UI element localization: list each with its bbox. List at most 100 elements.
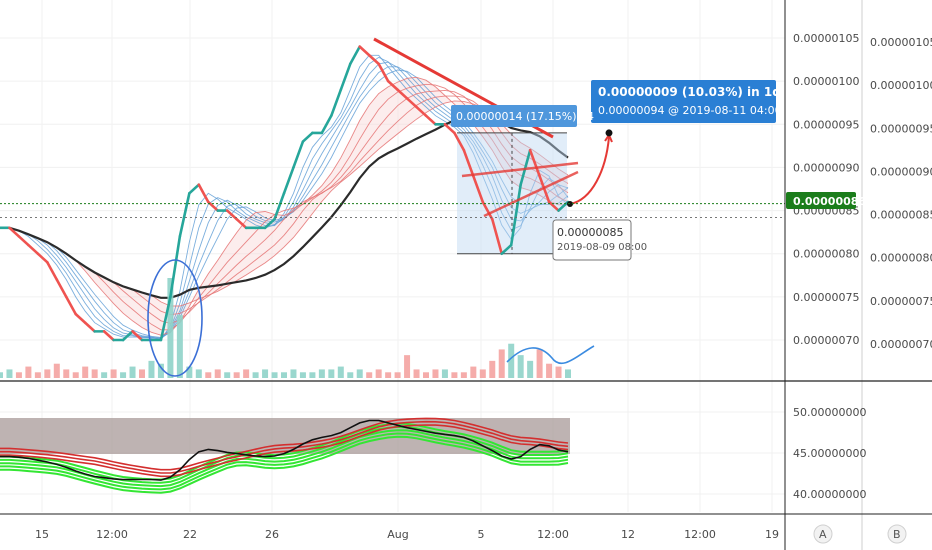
price-segment xyxy=(292,140,305,169)
tooltip-date: 2019-08-09 08:00 xyxy=(557,242,647,253)
volume-bar xyxy=(91,369,98,378)
price-segment xyxy=(74,312,87,325)
time-tick-label: Aug xyxy=(387,528,408,541)
price-segment xyxy=(83,321,96,333)
volume-bar xyxy=(195,369,202,378)
price-segment xyxy=(462,148,475,178)
price-axis-right[interactable]: 0.00000105 0.00000100 0.00000095 0.00000090… xyxy=(870,36,932,351)
price-tick-label-right: 0.00000095 xyxy=(870,122,932,135)
price-segment xyxy=(169,235,182,299)
time-tick-label: 5 xyxy=(478,528,485,541)
volume-bar xyxy=(366,372,373,378)
time-axis[interactable]: 15 12:00 22 26 Aug 5 12:00 12 12:00 19 xyxy=(35,528,779,541)
projection-target-label: 0.00000094 @ 2019-08-11 04:00 xyxy=(598,104,782,117)
volume-bar xyxy=(101,372,108,378)
ribbon-line-blue xyxy=(0,56,569,339)
price-segment xyxy=(424,114,437,126)
volume-wave-annotation xyxy=(506,345,595,365)
svg-text:B: B xyxy=(893,528,901,541)
projection-change-label: 0.00000009 (10.03%) in 1d 20h xyxy=(598,85,810,99)
volume-bar xyxy=(375,369,382,378)
time-tick-label: 26 xyxy=(265,528,279,541)
price-segment xyxy=(273,192,286,221)
price-segment xyxy=(27,243,40,256)
oscillator-line-red xyxy=(0,417,569,471)
volume-bar xyxy=(536,349,543,378)
price-segment xyxy=(453,131,466,152)
time-tick-label: 15 xyxy=(35,528,49,541)
price-segment xyxy=(490,217,504,256)
price-tick-label-right: 0.00000105 xyxy=(870,36,932,49)
price-segment xyxy=(386,79,399,92)
volume-bar xyxy=(129,366,136,378)
volume-bar xyxy=(15,372,22,378)
oscillator-tick-label: 45.00000000 xyxy=(793,447,866,460)
price-segment xyxy=(159,295,172,342)
price-segment xyxy=(330,88,343,117)
price-segment xyxy=(519,148,532,186)
price-segment xyxy=(320,114,333,135)
main-pane[interactable] xyxy=(0,0,785,380)
ribbon-line-blue xyxy=(0,54,569,341)
price-segment xyxy=(557,200,570,212)
price-axis-left[interactable]: 0.00000105 0.00000100 0.00000095 0.00000090… xyxy=(793,32,859,347)
projection-target-point xyxy=(605,129,613,137)
price-segment xyxy=(46,261,59,281)
volume-spike-circle xyxy=(147,259,203,377)
current-price-label: 0.00000086 xyxy=(793,195,866,208)
price-tooltip: 0.00000085 2019-08-09 08:00 xyxy=(552,219,647,261)
oscillator-axis[interactable]: 50.00000000 45.00000000 40.00000000 xyxy=(793,406,866,501)
volume-bar xyxy=(34,372,41,378)
volume-bar xyxy=(413,369,420,378)
volume-bar xyxy=(328,369,335,378)
oscillator-line-red xyxy=(0,424,569,478)
price-tick-label-right: 0.00000090 xyxy=(870,165,932,178)
time-tick-label: 12:00 xyxy=(537,528,569,541)
time-tick-label: 22 xyxy=(183,528,197,541)
volume-bar xyxy=(120,372,127,378)
oscillator-line-red xyxy=(0,420,569,474)
price-tick-label: 0.00000070 xyxy=(793,334,859,347)
price-series xyxy=(0,45,570,342)
price-segment xyxy=(377,62,390,83)
scale-button-b[interactable]: B xyxy=(887,524,907,544)
volume-bar xyxy=(441,369,448,378)
volume-bar xyxy=(555,366,562,378)
volume-bar xyxy=(214,369,221,378)
price-segment xyxy=(348,45,362,66)
scale-button-a[interactable]: A xyxy=(813,524,833,544)
measure-label: 0.00000014 (17.15%) 14 xyxy=(451,105,594,127)
volume-bar xyxy=(281,372,287,378)
projection-callout[interactable]: 0.00000009 (10.03%) in 1d 20h 0.00000094… xyxy=(591,80,810,123)
price-segment xyxy=(472,174,485,204)
volume-bar xyxy=(337,366,344,378)
volume-bar xyxy=(394,372,401,378)
channel-bottom-line xyxy=(483,170,579,218)
price-segment xyxy=(396,88,409,100)
volume-bar xyxy=(565,369,571,378)
volume-bar xyxy=(110,369,117,378)
price-segment xyxy=(197,183,210,204)
volume-bar xyxy=(309,372,316,378)
volume-bar xyxy=(460,372,467,378)
price-tick-label-right: 0.00000070 xyxy=(870,338,932,351)
volume-bar xyxy=(262,369,269,378)
price-segment xyxy=(509,183,522,247)
price-segment xyxy=(17,235,30,247)
volume-bar xyxy=(0,372,3,378)
price-segment xyxy=(301,131,314,143)
price-tick-label: 0.00000095 xyxy=(793,118,859,131)
volume-bar xyxy=(290,369,297,378)
volume-bar xyxy=(423,372,429,378)
volume-bar xyxy=(508,343,515,378)
oscillator-line-green xyxy=(0,425,569,484)
price-tick-label: 0.00000105 xyxy=(793,32,859,45)
price-tick-label: 0.00000075 xyxy=(793,291,859,304)
price-segment xyxy=(358,45,371,57)
oscillator-tick-label: 50.00000000 xyxy=(793,406,866,419)
price-segment xyxy=(178,192,191,238)
volume-bar xyxy=(517,355,524,378)
price-segment xyxy=(339,62,352,92)
volume-bar xyxy=(224,372,231,378)
